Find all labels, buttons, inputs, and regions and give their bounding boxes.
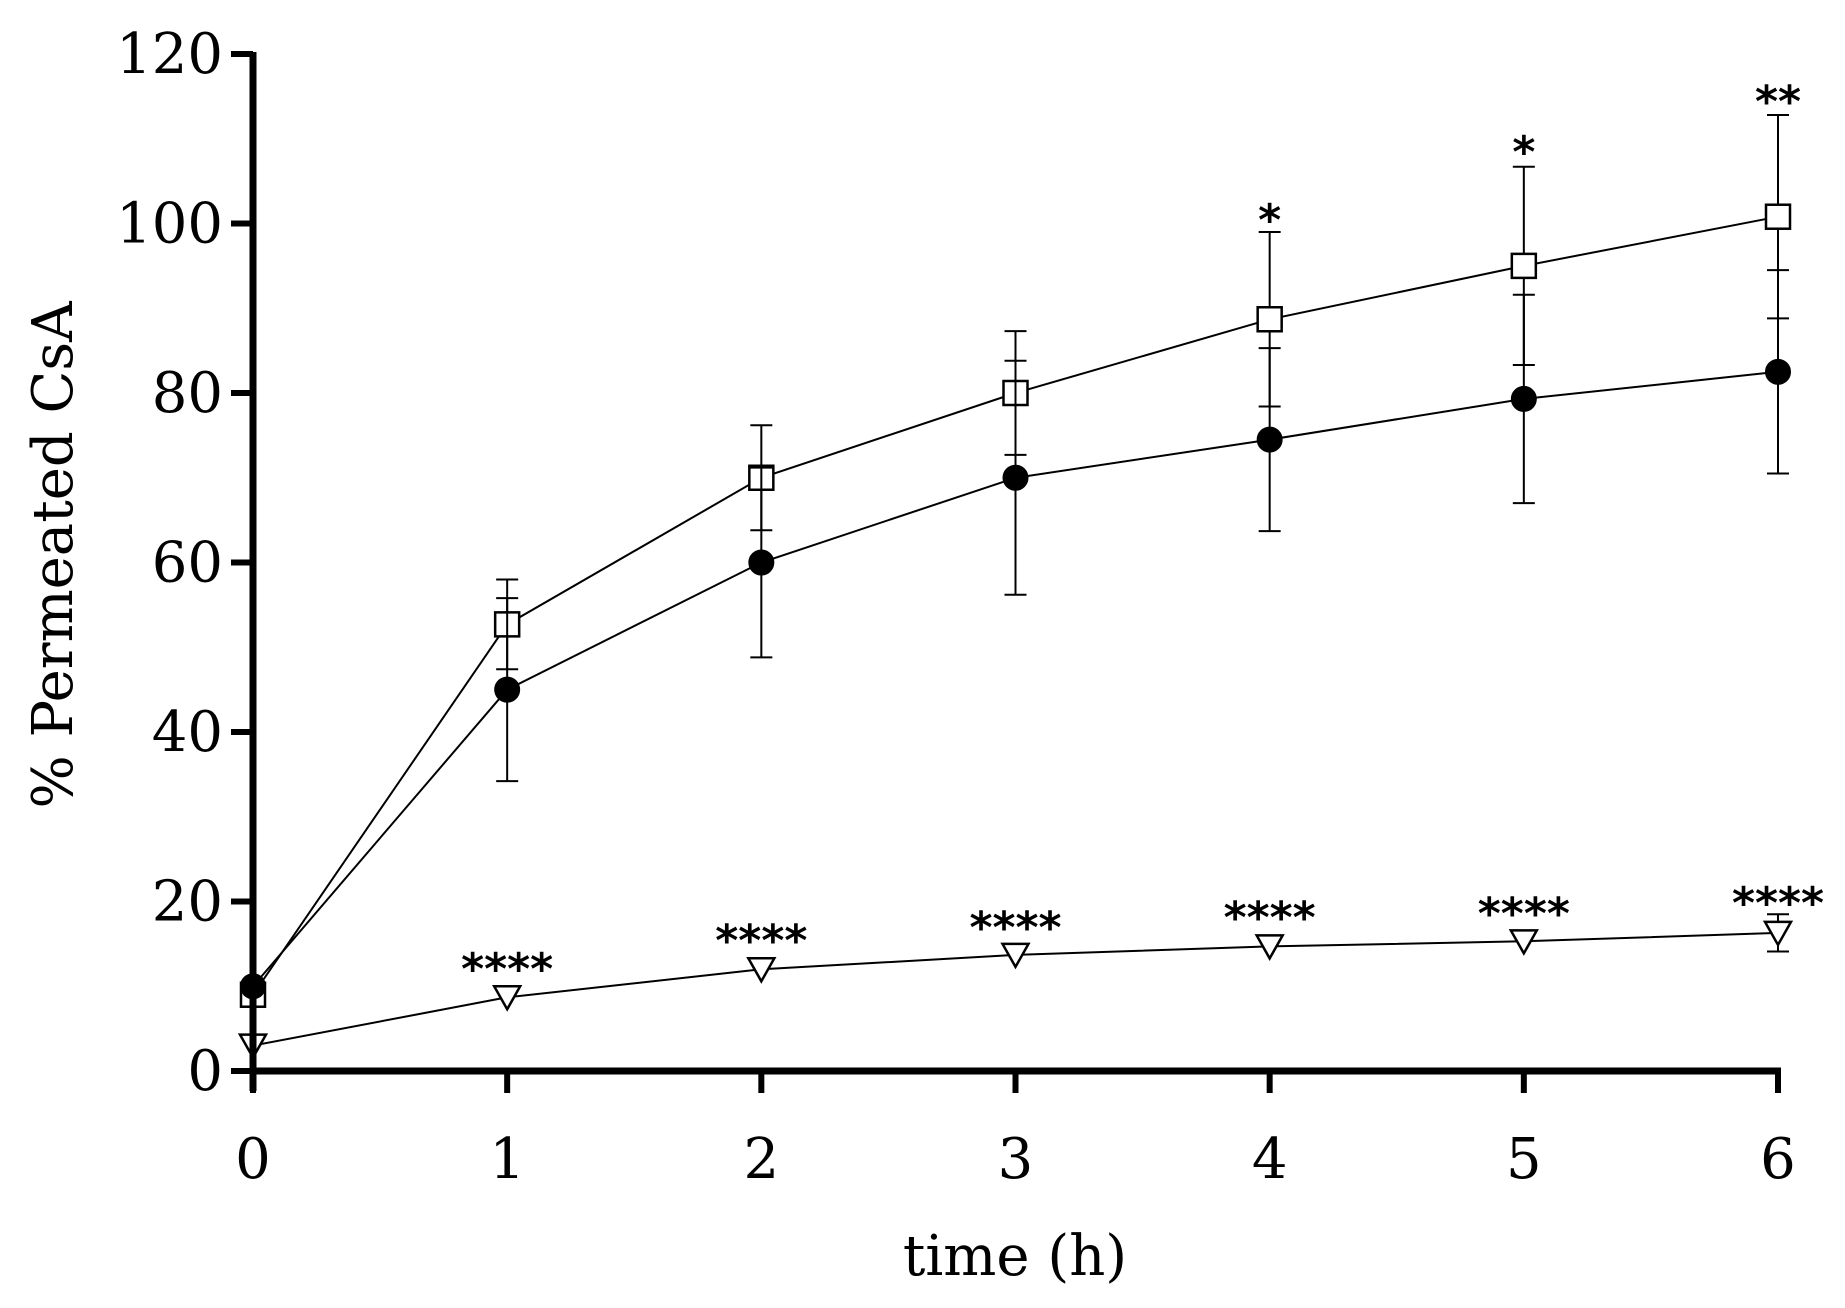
significance-marker: **** — [461, 944, 553, 995]
y-tick-label: 20 — [152, 870, 223, 935]
significance-marker: **** — [1224, 893, 1316, 944]
x-tick-label: 1 — [489, 1127, 525, 1192]
y-tick-label: 40 — [152, 700, 223, 765]
y-tick-label: 0 — [187, 1039, 223, 1104]
x-tick-label: 3 — [998, 1127, 1034, 1192]
open-triangle-point — [1508, 929, 1539, 956]
y-tick-label: 60 — [152, 531, 223, 596]
significance-marker: **** — [1478, 888, 1570, 939]
x-tick-label: 5 — [1506, 1127, 1542, 1192]
x-tick-label: 0 — [235, 1127, 271, 1192]
y-tick-label: 100 — [116, 192, 223, 257]
y-tick-label: 80 — [152, 361, 223, 426]
x-tick-label: 4 — [1252, 1127, 1288, 1192]
annotation-layer: ************ **** **** **** **** — [461, 76, 1824, 995]
significance-marker: * — [1258, 195, 1281, 246]
filled-circle-point — [1002, 464, 1029, 491]
filled-circle-point — [494, 676, 521, 703]
open-square-point — [1764, 203, 1792, 230]
open-square-point — [1256, 306, 1283, 333]
significance-marker: **** — [969, 903, 1061, 954]
open-triangle-point — [1762, 920, 1794, 948]
open-triangle-point — [1000, 942, 1031, 970]
filled-circle-point — [1765, 358, 1791, 385]
x-tick-label: 6 — [1760, 1127, 1796, 1192]
significance-marker: ** — [1755, 76, 1801, 127]
open-triangle-point — [746, 957, 777, 984]
filled-circle-point — [748, 549, 775, 576]
filled-circle-point — [1256, 426, 1283, 453]
open-square-point — [1510, 252, 1538, 280]
filled-circle-point — [1510, 385, 1537, 412]
significance-marker: * — [1512, 127, 1535, 178]
significance-marker: **** — [1732, 878, 1824, 929]
x-axis-title: time (h) — [903, 1224, 1127, 1289]
open-triangle-point — [1254, 934, 1285, 961]
open-triangle-point — [492, 985, 523, 1012]
y-tick-label: 120 — [116, 22, 223, 87]
x-tick-label: 2 — [744, 1127, 780, 1192]
axes-layer: 0 20 40 60 80 100 120 0 1 2 3 4 5 6 — [116, 22, 1796, 1192]
y-axis-title: % Permeated CsA — [21, 301, 86, 809]
significance-marker: **** — [715, 915, 807, 966]
